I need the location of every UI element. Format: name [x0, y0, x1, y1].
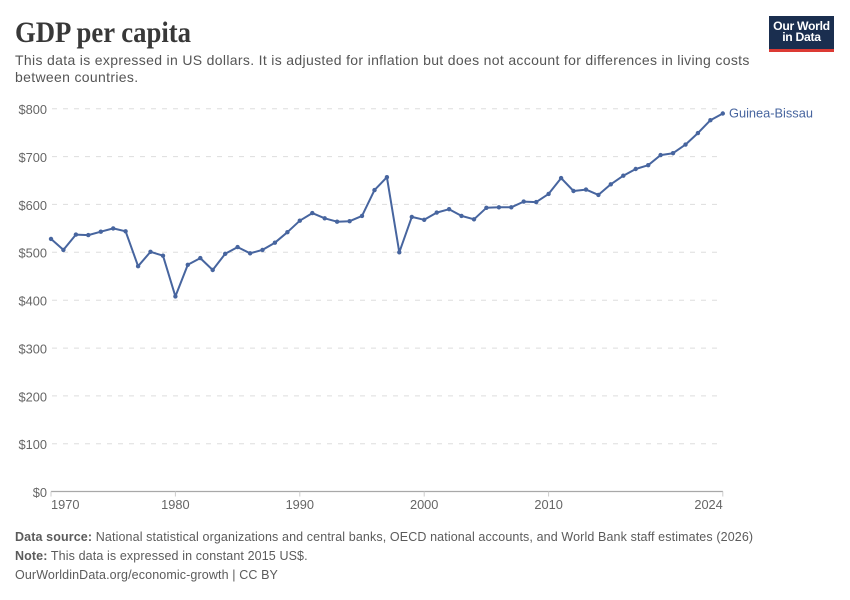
svg-text:$200: $200: [19, 389, 47, 404]
svg-text:$400: $400: [19, 294, 47, 309]
svg-text:2000: 2000: [410, 497, 438, 512]
svg-text:$800: $800: [19, 102, 47, 117]
svg-text:1990: 1990: [286, 497, 314, 512]
svg-text:$500: $500: [19, 246, 47, 261]
svg-text:$0: $0: [33, 485, 47, 500]
svg-text:2024: 2024: [694, 497, 722, 512]
svg-text:$700: $700: [19, 150, 47, 165]
svg-text:$100: $100: [19, 437, 47, 452]
svg-text:1970: 1970: [51, 497, 79, 512]
svg-text:1980: 1980: [161, 497, 189, 512]
svg-text:Guinea-Bissau: Guinea-Bissau: [729, 106, 813, 121]
svg-text:$300: $300: [19, 342, 47, 357]
svg-text:$600: $600: [19, 198, 47, 213]
svg-text:2010: 2010: [534, 497, 562, 512]
